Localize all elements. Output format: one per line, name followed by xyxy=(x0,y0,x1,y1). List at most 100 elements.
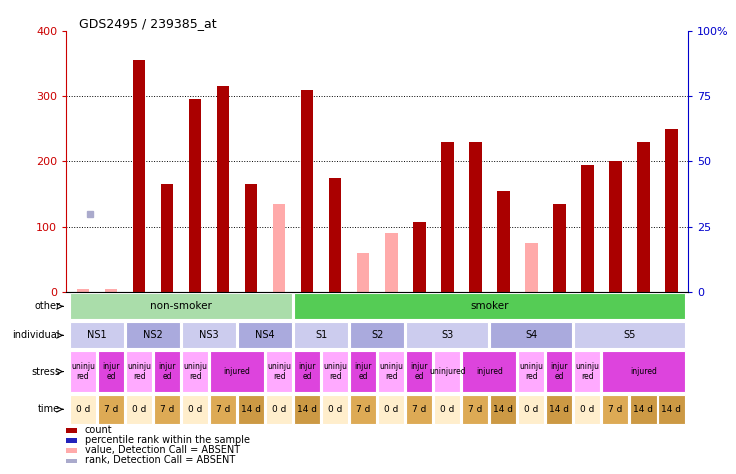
Text: injur
ed: injur ed xyxy=(298,362,316,381)
Text: uninju
red: uninju red xyxy=(576,362,599,381)
Text: 14 d: 14 d xyxy=(634,405,654,414)
FancyBboxPatch shape xyxy=(266,351,292,392)
Text: other: other xyxy=(34,301,60,311)
FancyBboxPatch shape xyxy=(294,322,348,348)
FancyBboxPatch shape xyxy=(630,395,657,424)
Text: 7 d: 7 d xyxy=(412,405,426,414)
Text: NS1: NS1 xyxy=(88,330,107,340)
Text: 14 d: 14 d xyxy=(241,405,261,414)
Bar xyxy=(525,243,537,292)
Text: uninjured: uninjured xyxy=(429,367,466,376)
Bar xyxy=(217,86,230,292)
FancyBboxPatch shape xyxy=(350,351,376,392)
FancyBboxPatch shape xyxy=(406,322,489,348)
Text: 0 d: 0 d xyxy=(272,405,286,414)
Text: 14 d: 14 d xyxy=(662,405,682,414)
FancyBboxPatch shape xyxy=(378,351,404,392)
Bar xyxy=(329,178,342,292)
Bar xyxy=(77,289,89,292)
Bar xyxy=(245,184,258,292)
Bar xyxy=(469,142,481,292)
Text: S4: S4 xyxy=(526,330,537,340)
FancyBboxPatch shape xyxy=(350,322,404,348)
FancyBboxPatch shape xyxy=(154,395,180,424)
Text: uninju
red: uninju red xyxy=(520,362,543,381)
Bar xyxy=(160,184,174,292)
Text: 14 d: 14 d xyxy=(297,405,317,414)
Bar xyxy=(553,204,565,292)
Text: value, Detection Call = ABSENT: value, Detection Call = ABSENT xyxy=(85,445,240,456)
FancyBboxPatch shape xyxy=(574,322,684,348)
Text: percentile rank within the sample: percentile rank within the sample xyxy=(85,435,250,445)
FancyBboxPatch shape xyxy=(70,322,124,348)
Text: 7 d: 7 d xyxy=(160,405,174,414)
FancyBboxPatch shape xyxy=(406,351,432,392)
Text: S3: S3 xyxy=(441,330,453,340)
Text: stress: stress xyxy=(31,366,60,376)
Text: 0 d: 0 d xyxy=(524,405,539,414)
Text: NS4: NS4 xyxy=(255,330,275,340)
Bar xyxy=(609,161,622,292)
Bar xyxy=(66,438,77,443)
FancyBboxPatch shape xyxy=(70,293,292,319)
FancyBboxPatch shape xyxy=(574,351,601,392)
Text: 0 d: 0 d xyxy=(440,405,454,414)
Text: NS3: NS3 xyxy=(199,330,219,340)
FancyBboxPatch shape xyxy=(602,351,684,392)
Text: uninju
red: uninju red xyxy=(183,362,207,381)
FancyBboxPatch shape xyxy=(294,395,320,424)
Bar xyxy=(497,191,509,292)
Bar xyxy=(189,100,202,292)
Bar xyxy=(637,142,650,292)
FancyBboxPatch shape xyxy=(266,395,292,424)
Text: injur
ed: injur ed xyxy=(102,362,120,381)
Text: time: time xyxy=(38,404,60,414)
FancyBboxPatch shape xyxy=(238,322,292,348)
Bar xyxy=(66,428,77,433)
Text: injur
ed: injur ed xyxy=(411,362,428,381)
FancyBboxPatch shape xyxy=(126,351,152,392)
Text: injured: injured xyxy=(475,367,503,376)
FancyBboxPatch shape xyxy=(406,395,432,424)
Text: rank, Detection Call = ABSENT: rank, Detection Call = ABSENT xyxy=(85,456,235,465)
Text: 0 d: 0 d xyxy=(384,405,398,414)
FancyBboxPatch shape xyxy=(70,351,96,392)
Text: NS2: NS2 xyxy=(144,330,163,340)
FancyBboxPatch shape xyxy=(518,395,545,424)
Text: 0 d: 0 d xyxy=(132,405,146,414)
Text: 0 d: 0 d xyxy=(188,405,202,414)
Text: S2: S2 xyxy=(371,330,383,340)
FancyBboxPatch shape xyxy=(182,322,236,348)
Bar xyxy=(105,289,117,292)
FancyBboxPatch shape xyxy=(210,395,236,424)
Text: uninju
red: uninju red xyxy=(71,362,95,381)
FancyBboxPatch shape xyxy=(658,395,684,424)
Text: 0 d: 0 d xyxy=(76,405,91,414)
Text: count: count xyxy=(85,425,113,435)
FancyBboxPatch shape xyxy=(602,395,629,424)
Bar xyxy=(413,222,425,292)
Bar xyxy=(665,128,678,292)
Text: uninju
red: uninju red xyxy=(267,362,291,381)
FancyBboxPatch shape xyxy=(322,395,348,424)
FancyBboxPatch shape xyxy=(70,395,96,424)
FancyBboxPatch shape xyxy=(126,395,152,424)
FancyBboxPatch shape xyxy=(322,351,348,392)
FancyBboxPatch shape xyxy=(490,395,517,424)
Text: injur
ed: injur ed xyxy=(158,362,176,381)
FancyBboxPatch shape xyxy=(518,351,545,392)
FancyBboxPatch shape xyxy=(98,395,124,424)
Text: uninju
red: uninju red xyxy=(379,362,403,381)
Text: non-smoker: non-smoker xyxy=(150,301,212,311)
Text: 7 d: 7 d xyxy=(104,405,118,414)
Text: 7 d: 7 d xyxy=(468,405,482,414)
FancyBboxPatch shape xyxy=(434,395,461,424)
Text: GDS2495 / 239385_at: GDS2495 / 239385_at xyxy=(79,17,216,30)
Text: smoker: smoker xyxy=(470,301,509,311)
Bar xyxy=(66,448,77,453)
Bar xyxy=(357,253,369,292)
FancyBboxPatch shape xyxy=(182,351,208,392)
Text: 14 d: 14 d xyxy=(493,405,513,414)
Text: injur
ed: injur ed xyxy=(355,362,372,381)
FancyBboxPatch shape xyxy=(182,395,208,424)
